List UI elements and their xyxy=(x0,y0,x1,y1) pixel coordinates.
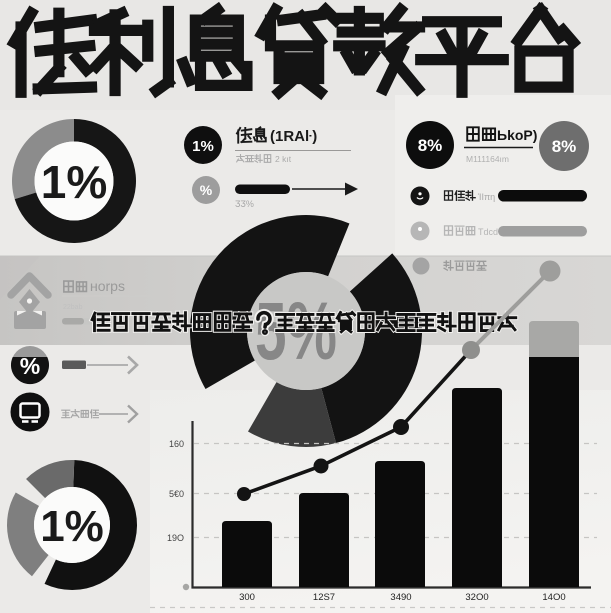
svg-text:3490: 3490 xyxy=(390,592,411,603)
svg-text:Tdcd: Tdcd xyxy=(478,227,498,237)
svg-text:ЬkoР): ЬkoР) xyxy=(497,127,537,143)
svg-text:%: % xyxy=(20,353,40,379)
svg-text:1%: 1% xyxy=(40,502,104,551)
svg-text:14O0: 14O0 xyxy=(542,592,565,603)
svg-text:22bab: 22bab xyxy=(63,304,83,311)
svg-text:19O: 19O xyxy=(167,533,184,543)
svg-text:M111164ım: M111164ım xyxy=(466,154,509,164)
svg-text:32O0: 32O0 xyxy=(465,592,488,603)
svg-text:8%: 8% xyxy=(552,137,577,156)
svg-text:ΊΙπη: ΊΙπη xyxy=(477,192,495,202)
svg-text:%: % xyxy=(200,182,213,198)
svg-text:2 kıt: 2 kıt xyxy=(275,154,292,164)
svg-text:ӠӠ%: ӠӠ% xyxy=(235,199,254,209)
svg-text:1%: 1% xyxy=(41,156,107,208)
svg-text:300: 300 xyxy=(239,592,255,603)
svg-text:160: 160 xyxy=(169,439,184,449)
svg-text:1%: 1% xyxy=(192,138,214,155)
svg-text:ʜorps: ʜorps xyxy=(90,278,125,294)
svg-text:5€0: 5€0 xyxy=(169,489,184,499)
svg-text:(1RAŀ): (1RAŀ) xyxy=(270,128,317,145)
svg-text:12S7: 12S7 xyxy=(313,592,335,603)
svg-text:8%: 8% xyxy=(418,136,443,155)
